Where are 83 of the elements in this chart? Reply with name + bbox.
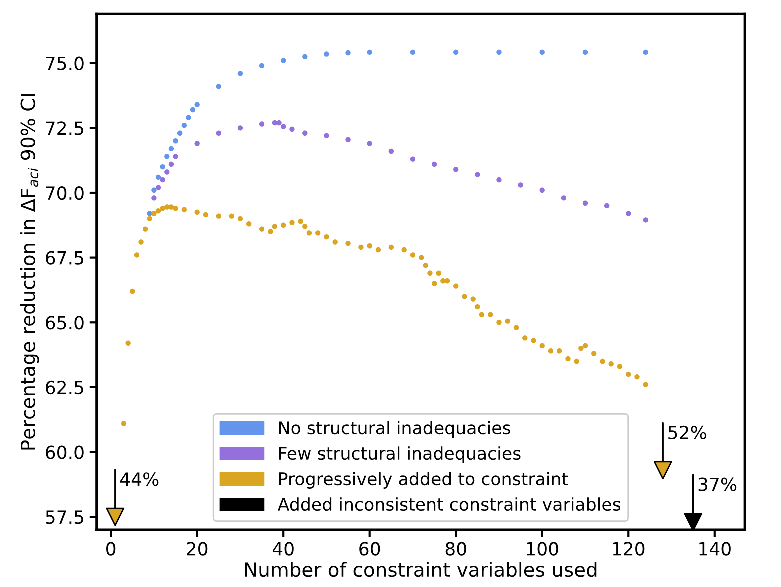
point xyxy=(410,50,416,56)
point xyxy=(454,50,459,56)
annotation: 44% xyxy=(120,472,159,486)
annotation: 52% xyxy=(668,426,706,440)
point xyxy=(302,54,308,60)
point xyxy=(582,200,588,206)
y-tick-label: 72.5 xyxy=(46,122,84,136)
x-tick-label: 0 xyxy=(106,542,116,556)
point xyxy=(324,133,330,139)
x-tick-label: 120 xyxy=(613,542,645,556)
y-tick-label: 57.5 xyxy=(46,510,84,524)
point xyxy=(238,126,244,131)
point xyxy=(432,162,438,168)
point xyxy=(190,107,196,113)
point xyxy=(164,154,170,160)
point xyxy=(604,203,610,209)
point xyxy=(643,218,648,223)
point xyxy=(367,141,372,146)
y-tick-label: 65.0 xyxy=(46,316,84,330)
legend-label: Added inconsistent constraint variables xyxy=(278,498,621,512)
point xyxy=(276,120,282,126)
y-tick-label: 60.0 xyxy=(46,446,84,460)
point xyxy=(216,84,222,90)
point xyxy=(410,156,416,162)
legend-label: No structural inadequacies xyxy=(280,421,510,438)
point xyxy=(168,162,174,168)
y-tick-label: 75.0 xyxy=(46,56,84,70)
point xyxy=(238,71,244,76)
point xyxy=(152,196,157,201)
point xyxy=(216,130,222,136)
annotation: 37% xyxy=(698,478,737,492)
x-tick-label: 20 xyxy=(187,542,208,556)
point xyxy=(518,182,524,188)
point xyxy=(280,124,286,130)
point xyxy=(496,177,502,183)
point xyxy=(160,164,166,170)
point xyxy=(388,148,394,154)
point xyxy=(654,461,672,480)
point xyxy=(367,50,372,56)
point xyxy=(496,50,502,56)
point xyxy=(152,188,157,193)
y-tick-label: 70.0 xyxy=(46,186,84,200)
point xyxy=(540,188,545,193)
point xyxy=(259,122,265,127)
x-tick-label: 140 xyxy=(700,542,731,556)
point xyxy=(164,170,170,175)
point xyxy=(177,130,183,136)
x-tick-label: 60 xyxy=(360,542,380,556)
point xyxy=(643,50,648,56)
point xyxy=(259,63,265,69)
point xyxy=(684,513,703,532)
y-tick-label: 67.5 xyxy=(46,251,84,265)
point xyxy=(182,122,187,128)
point xyxy=(302,130,308,136)
point xyxy=(475,172,480,178)
point xyxy=(540,50,545,56)
point xyxy=(346,137,351,142)
point xyxy=(561,196,567,201)
point xyxy=(346,50,351,56)
point xyxy=(156,185,162,190)
point xyxy=(106,508,125,526)
point xyxy=(173,138,178,144)
point xyxy=(324,52,330,57)
point xyxy=(582,50,588,56)
point xyxy=(160,177,166,183)
legend-label: Progressively added to constraint xyxy=(280,472,568,489)
point xyxy=(156,174,162,180)
x-tick-label: 80 xyxy=(446,542,466,556)
point xyxy=(454,167,459,172)
point xyxy=(194,141,200,146)
point xyxy=(186,115,192,120)
point xyxy=(626,211,632,216)
point xyxy=(194,102,200,108)
legend-label: Few structural inadequacies xyxy=(280,446,521,464)
x-tick-label: 40 xyxy=(272,542,294,556)
point xyxy=(173,154,178,160)
point xyxy=(280,58,286,64)
point xyxy=(168,146,174,152)
y-axis-title: Percentage reduction in ΔF$_{aci}$ 90% CI xyxy=(20,94,40,450)
x-tick-label: 100 xyxy=(527,542,558,556)
y-tick-label: 62.5 xyxy=(46,380,84,395)
point xyxy=(290,126,295,132)
x-axis-title: Number of constraint variables used xyxy=(245,562,597,578)
